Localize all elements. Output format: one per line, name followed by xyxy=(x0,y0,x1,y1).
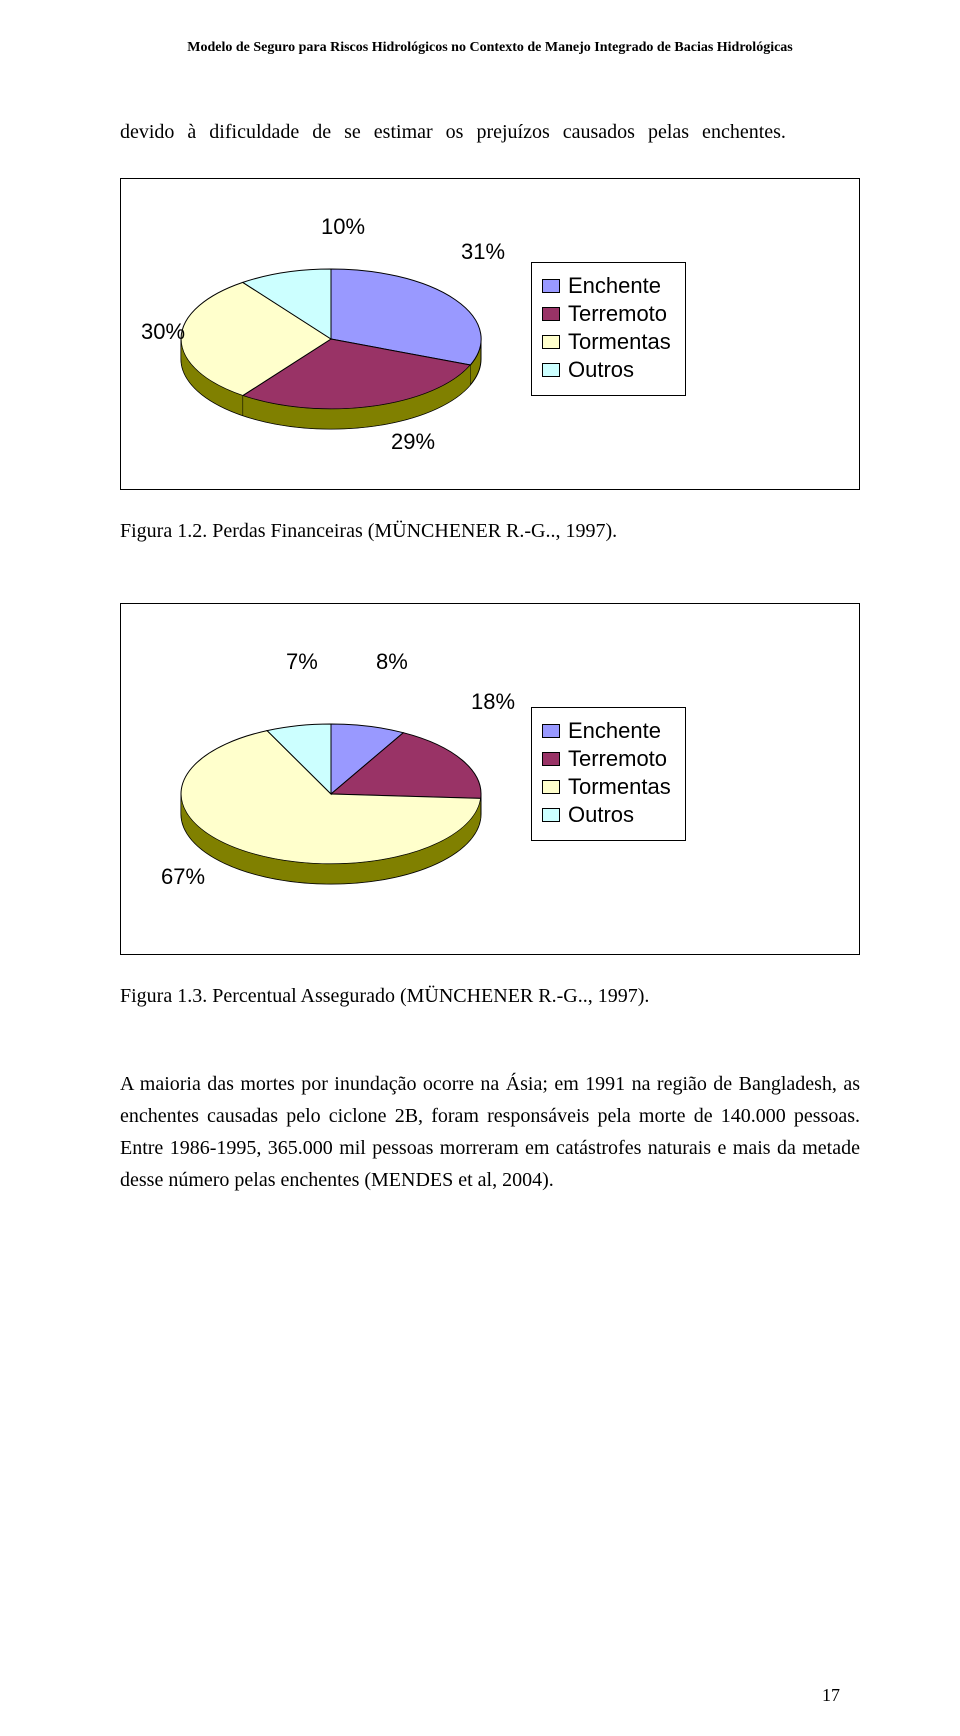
swatch-terremoto xyxy=(542,752,560,766)
swatch-enchente xyxy=(542,724,560,738)
slice-label-enchente-2: 8% xyxy=(376,649,408,675)
page-number: 17 xyxy=(822,1685,840,1706)
legend-label: Tormentas xyxy=(568,774,671,800)
slice-label-enchente: 31% xyxy=(461,239,505,265)
legend-1: Enchente Terremoto Tormentas Outros xyxy=(531,262,686,396)
figure-1-box: 10% 31% 29% 30% Enchente Terremoto Torme… xyxy=(120,178,860,490)
swatch-enchente xyxy=(542,279,560,293)
swatch-terremoto xyxy=(542,307,560,321)
pie-chart-1: 10% 31% 29% 30% xyxy=(151,209,511,449)
swatch-outros xyxy=(542,363,560,377)
figure-1-caption: Figura 1.2. Perdas Financeiras (MÜNCHENE… xyxy=(120,520,860,543)
legend-label: Terremoto xyxy=(568,746,667,772)
page-header: Modelo de Seguro para Riscos Hidrológico… xyxy=(120,40,860,56)
pie-chart-2: 7% 8% 18% 67% xyxy=(151,634,511,914)
swatch-tormentas xyxy=(542,780,560,794)
legend-label: Enchente xyxy=(568,718,661,744)
slice-label-tormentas: 30% xyxy=(141,319,185,345)
paragraph-1: devido à dificuldade de se estimar os pr… xyxy=(120,116,860,148)
figure-2-box: 7% 8% 18% 67% Enchente Terremoto Torment… xyxy=(120,603,860,955)
slice-label-tormentas-2: 67% xyxy=(161,864,205,890)
legend-label: Outros xyxy=(568,802,634,828)
slice-label-outros: 10% xyxy=(321,214,365,240)
slice-label-terremoto-2: 18% xyxy=(471,689,515,715)
legend-label: Outros xyxy=(568,357,634,383)
paragraph-2: A maioria das mortes por inundação ocorr… xyxy=(120,1068,860,1196)
legend-label: Enchente xyxy=(568,273,661,299)
figure-2-caption: Figura 1.3. Percentual Assegurado (MÜNCH… xyxy=(120,985,860,1008)
swatch-outros xyxy=(542,808,560,822)
slice-label-outros-2: 7% xyxy=(286,649,318,675)
slice-label-terremoto: 29% xyxy=(391,429,435,455)
legend-label: Terremoto xyxy=(568,301,667,327)
swatch-tormentas xyxy=(542,335,560,349)
legend-label: Tormentas xyxy=(568,329,671,355)
legend-2: Enchente Terremoto Tormentas Outros xyxy=(531,707,686,841)
